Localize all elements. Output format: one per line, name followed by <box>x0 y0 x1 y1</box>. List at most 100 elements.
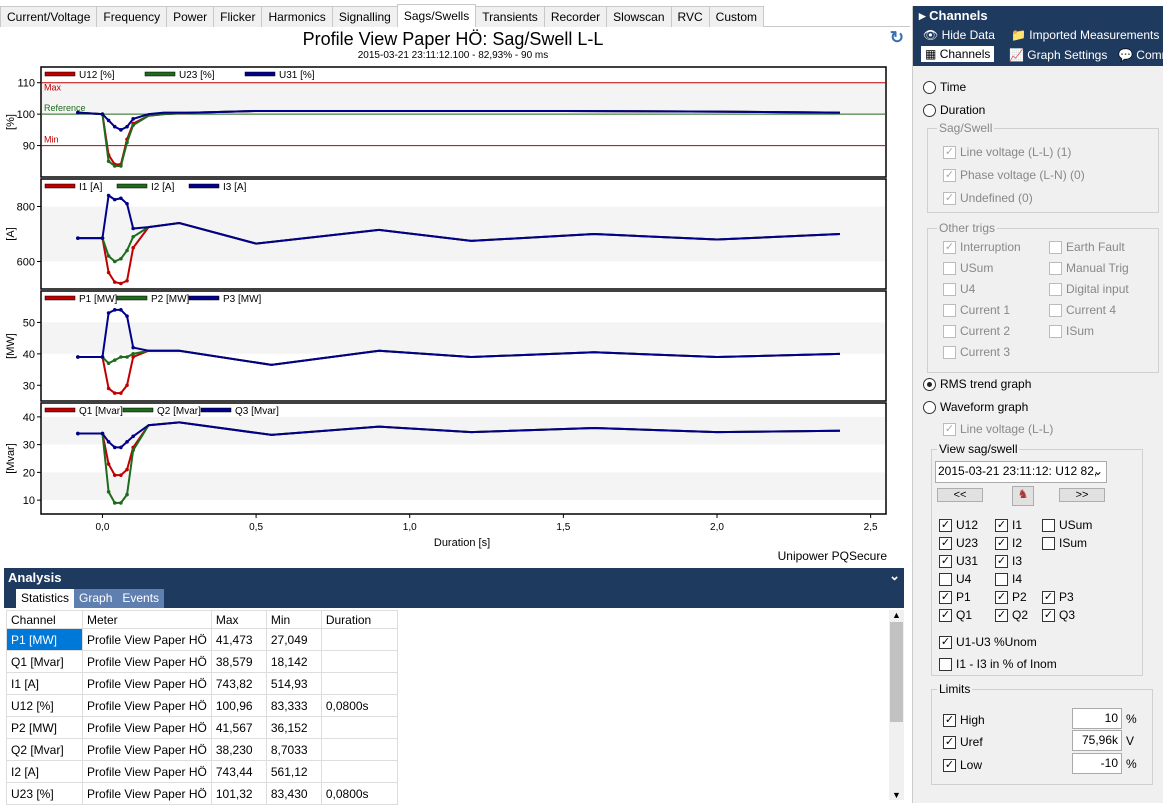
data-point <box>106 361 111 366</box>
tab-transients[interactable]: Transients <box>475 6 545 27</box>
data-point <box>106 159 111 164</box>
low-input[interactable]: -10 <box>1072 753 1122 774</box>
channel-q2-checkbox[interactable]: ✓ Q2 <box>995 608 1029 622</box>
trig-manual-trig-checkbox[interactable]: Manual Trig <box>1049 261 1129 275</box>
tab-harmonics[interactable]: Harmonics <box>261 6 333 27</box>
trig-current-1-checkbox[interactable]: Current 1 <box>943 303 1010 317</box>
line-voltage-checkbox[interactable]: ✓ Line voltage (L-L) (1) <box>943 145 1072 159</box>
tab-frequency[interactable]: Frequency <box>96 6 168 27</box>
series-line[interactable] <box>77 421 840 449</box>
trig-current-2-checkbox[interactable]: Current 2 <box>943 324 1010 338</box>
high-checkbox[interactable]: ✓ High <box>943 713 985 727</box>
rms-trend-radio[interactable]: RMS trend graph <box>923 377 1031 391</box>
wave-line-voltage-checkbox[interactable]: ✓ Line voltage (L-L) <box>943 422 1054 436</box>
sagswell-select[interactable]: 2015-03-21 23:11:12: U12 82, ⌄ <box>935 461 1107 483</box>
channel-u12-checkbox[interactable]: ✓ U12 <box>939 518 979 532</box>
scroll-thumb[interactable] <box>890 622 903 722</box>
y-tick-label: 20 <box>23 467 35 479</box>
trig-usum-checkbox[interactable]: USum <box>943 261 993 275</box>
tab-power[interactable]: Power <box>166 6 215 27</box>
legend-label: P1 [MW] <box>79 294 118 305</box>
high-input[interactable]: 10 <box>1072 708 1122 729</box>
trig-earth-fault-checkbox[interactable]: Earth Fault <box>1049 240 1125 254</box>
channel-u31-checkbox[interactable]: ✓ U31 <box>939 554 979 568</box>
table-row[interactable]: P1 [MW] Profile View Paper HÖ 41,473 27,049 <box>6 628 398 651</box>
channel-q1-checkbox[interactable]: ✓ Q1 <box>939 608 973 622</box>
trig-u4-checkbox[interactable]: U4 <box>943 282 975 296</box>
chart-svg[interactable]: 110 100 90 [%] Max Reference Min U12 [%] U23 [%]… <box>0 27 906 567</box>
trig-isum-checkbox[interactable]: ISum <box>1049 324 1094 338</box>
column-header[interactable]: Meter <box>82 610 212 629</box>
channel-i1-checkbox[interactable]: ✓ I1 <box>995 518 1023 532</box>
waveform-radio[interactable]: Waveform graph <box>923 400 1028 414</box>
series-line[interactable] <box>77 308 840 366</box>
table-cell: 0,0800s <box>320 694 398 717</box>
imported-measurements-tab[interactable]: 📁 Imported Measurements <box>1011 28 1160 42</box>
channel-i2-checkbox[interactable]: ✓ I2 <box>995 536 1023 550</box>
channel-u23-checkbox[interactable]: ✓ U23 <box>939 536 979 550</box>
chevron-down-icon[interactable]: ⌄ <box>889 568 900 583</box>
tab-signalling[interactable]: Signalling <box>331 6 398 27</box>
column-header[interactable]: Channel <box>6 610 83 629</box>
tab-events[interactable]: Events <box>117 589 165 608</box>
trig-interruption-checkbox[interactable]: ✓ Interruption <box>943 240 1021 254</box>
refresh-icon[interactable]: ↻ <box>889 28 904 47</box>
pct-inom-checkbox[interactable]: I1 - I3 in % of Inom <box>939 657 1057 671</box>
undefined-checkbox[interactable]: ✓ Undefined (0) <box>943 191 1033 205</box>
table-row[interactable]: P2 [MW] Profile View Paper HÖ 41,567 36,152 <box>6 716 398 739</box>
tab-flicker[interactable]: Flicker <box>213 6 263 27</box>
column-header[interactable]: Max <box>210 610 267 629</box>
table-row[interactable]: I1 [A] Profile View Paper HÖ 743,82 514,93 <box>6 672 398 695</box>
legend-swatch <box>44 295 76 301</box>
tab-graph[interactable]: Graph <box>74 589 118 608</box>
channel-p2-checkbox[interactable]: ✓ P2 <box>995 590 1027 604</box>
low-checkbox[interactable]: ✓ Low <box>943 758 983 772</box>
channel-u4-checkbox[interactable]: U4 <box>939 572 971 586</box>
scroll-up-icon[interactable]: ▲ <box>892 610 901 620</box>
series-line[interactable] <box>77 193 840 245</box>
pct-unom-checkbox[interactable]: ✓ U1-U3 %Unom <box>939 635 1037 649</box>
channel-i4-checkbox[interactable]: I4 <box>995 572 1022 586</box>
table-row[interactable]: I2 [A] Profile View Paper HÖ 743,44 561,12 <box>6 760 398 783</box>
legend-swatch <box>122 407 154 413</box>
tab-sags-swells[interactable]: Sags/Swells <box>396 4 477 27</box>
trig-digital-input-checkbox[interactable]: Digital input <box>1049 282 1129 296</box>
phase-voltage-checkbox[interactable]: ✓ Phase voltage (L-N) (0) <box>943 168 1085 182</box>
tab-slowscan[interactable]: Slowscan <box>606 6 672 27</box>
tab-recorder[interactable]: Recorder <box>543 6 608 27</box>
tab-graph-settings[interactable]: 📈 Graph Settings <box>1009 48 1108 62</box>
tab-statistics[interactable]: Statistics <box>16 589 75 608</box>
channel-usum-checkbox[interactable]: USum <box>1042 518 1092 532</box>
channel-i3-checkbox[interactable]: ✓ I3 <box>995 554 1023 568</box>
hide-data-button[interactable]: 👁 Hide Data <box>923 28 995 42</box>
uref-checkbox[interactable]: ✓ Uref <box>943 735 983 749</box>
channel-p3-checkbox[interactable]: ✓ P3 <box>1042 590 1074 604</box>
next-button[interactable]: >> <box>1059 488 1105 502</box>
tab-current-voltage[interactable]: Current/Voltage <box>0 6 98 27</box>
sagswell-icon[interactable]: ♞ <box>1012 486 1034 506</box>
tab-custom[interactable]: Custom <box>708 6 764 27</box>
column-header[interactable]: Duration <box>320 610 398 629</box>
tab-channels[interactable]: ▦ Channels <box>921 46 995 62</box>
duration-radio[interactable]: Duration <box>923 103 985 117</box>
tab-rvc[interactable]: RVC <box>670 6 710 27</box>
channel-q3-checkbox[interactable]: ✓ Q3 <box>1042 608 1076 622</box>
channel-p1-checkbox[interactable]: ✓ P1 <box>939 590 971 604</box>
tab-comm[interactable]: 💬 Comm <box>1118 48 1163 62</box>
column-header[interactable]: Min <box>265 610 322 629</box>
uref-input[interactable]: 75,96k <box>1072 730 1122 751</box>
data-point <box>106 490 111 494</box>
trig-current-4-checkbox[interactable]: Current 4 <box>1049 303 1116 317</box>
prev-button[interactable]: << <box>937 488 983 502</box>
trig-current-3-checkbox[interactable]: Current 3 <box>943 345 1010 359</box>
table-row[interactable]: Q2 [Mvar] Profile View Paper HÖ 38,230 8,70… <box>6 738 398 761</box>
scroll-down-icon[interactable]: ▼ <box>892 790 901 800</box>
time-radio[interactable]: Time <box>923 80 966 94</box>
table-row[interactable]: U12 [%] Profile View Paper HÖ 100,96 83,333… <box>6 694 398 717</box>
table-scrollbar[interactable]: ▲ ▼ <box>889 610 904 800</box>
table-row[interactable]: U23 [%] Profile View Paper HÖ 101,32 83,430… <box>6 782 398 805</box>
table-row[interactable]: Q1 [Mvar] Profile View Paper HÖ 38,579 18,1… <box>6 650 398 673</box>
legend-swatch <box>188 183 220 189</box>
series-line[interactable] <box>77 110 840 131</box>
channel-isum-checkbox[interactable]: ISum <box>1042 536 1087 550</box>
